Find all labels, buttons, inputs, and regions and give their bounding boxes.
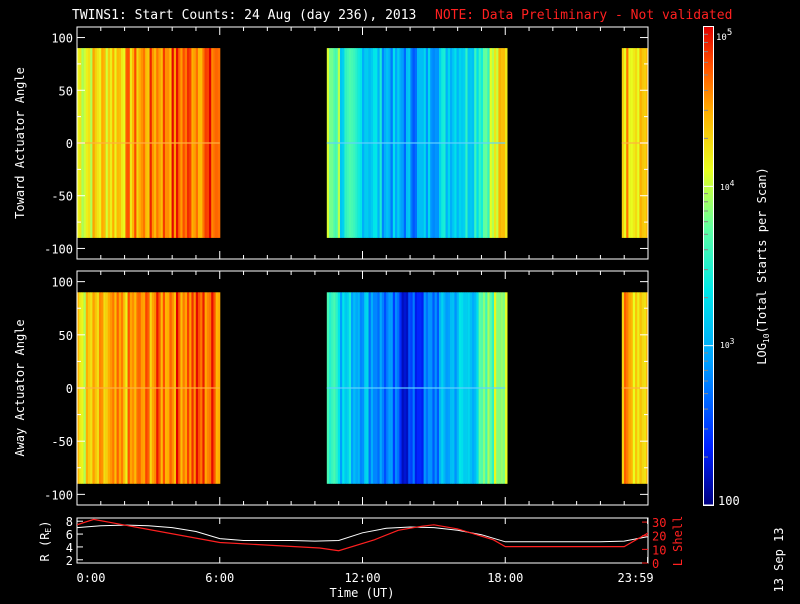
heatmap-toward	[77, 48, 649, 238]
colorbar: 105 104 103 100 LOG10(Total Starts per S…	[703, 26, 771, 508]
preliminary-note: NOTE: Data Preliminary - Not validated	[435, 8, 732, 23]
lshell-tick-label: 10	[652, 543, 666, 557]
y-tick-label: -50	[51, 435, 73, 449]
zero-angle-stripe	[77, 142, 220, 144]
colorbar-label: LOG10(Total Starts per Scan)	[755, 167, 771, 365]
y-tick-label: -100	[44, 242, 73, 256]
zero-angle-stripe	[77, 387, 220, 389]
radius-tick-label: 2	[66, 554, 73, 568]
zero-angle-stripe	[326, 142, 506, 144]
panel2-y-axis: 100 50 0 -50 -100	[44, 271, 649, 505]
panel1-y-label: Toward Actuator Angle	[13, 67, 27, 219]
heatmap-away	[77, 292, 649, 484]
colorbar-tick-1e5: 105	[716, 28, 732, 43]
colorbar-tick-1e4: 104	[720, 179, 735, 192]
radius-tick-label: 6	[66, 528, 73, 542]
zero-angle-stripe	[621, 387, 648, 389]
time-tick-label: 12:00	[344, 571, 380, 585]
colorbar-tick-1e3: 103	[720, 337, 735, 350]
radius-tick-label: 4	[66, 541, 73, 555]
time-axis: 0:00 6:00 12:00 18:00 23:59	[76, 518, 654, 585]
toward-actuator-panel: 100 50 0 -50 -100 Toward Actuator Angle	[13, 26, 649, 260]
away-actuator-panel: 100 50 0 -50 -100 Away Actuator Angle	[13, 270, 649, 506]
lshell-axis-label: L Shell	[671, 516, 685, 567]
colorbar-tick-100: 100	[718, 494, 740, 508]
radius-series-line	[77, 524, 648, 543]
chart-title: TWINS1: Start Counts: 24 Aug (day 236), …	[72, 8, 416, 23]
panel1-y-axis: 100 50 0 -50 -100	[44, 27, 649, 259]
zero-angle-stripe	[326, 387, 506, 389]
time-tick-label: 6:00	[205, 571, 234, 585]
colorbar-ticks	[704, 33, 713, 506]
lshell-tick-label: 0	[652, 557, 659, 571]
time-tick-label: 18:00	[487, 571, 523, 585]
zero-angle-stripe	[621, 142, 648, 144]
panel2-y-label: Away Actuator Angle	[13, 319, 27, 456]
y-tick-label: -50	[51, 190, 73, 204]
date-stamp: 13 Sep 13	[772, 527, 786, 592]
heatmap-column	[505, 292, 508, 484]
y-tick-label: 50	[59, 329, 73, 343]
y-tick-label: 0	[66, 137, 73, 151]
y-tick-label: 50	[59, 84, 73, 98]
radius-axis-label: R (RE)	[38, 521, 53, 562]
lshell-tick-label: 20	[652, 530, 666, 544]
radius-tick-label: 8	[66, 515, 73, 529]
x-axis-label: Time (UT)	[329, 586, 394, 600]
y-tick-label: 100	[51, 32, 73, 46]
lshell-tick-label: 30	[652, 516, 666, 530]
y-tick-label: 100	[51, 276, 73, 290]
lshell-series-line	[77, 518, 648, 552]
y-tick-label: -100	[44, 488, 73, 502]
time-tick-label: 0:00	[77, 571, 106, 585]
time-tick-label: 23:59	[618, 571, 654, 585]
colorbar-gradient	[704, 27, 713, 505]
panel3-frame	[76, 517, 649, 564]
heatmap-column	[505, 48, 508, 238]
y-tick-label: 0	[66, 382, 73, 396]
